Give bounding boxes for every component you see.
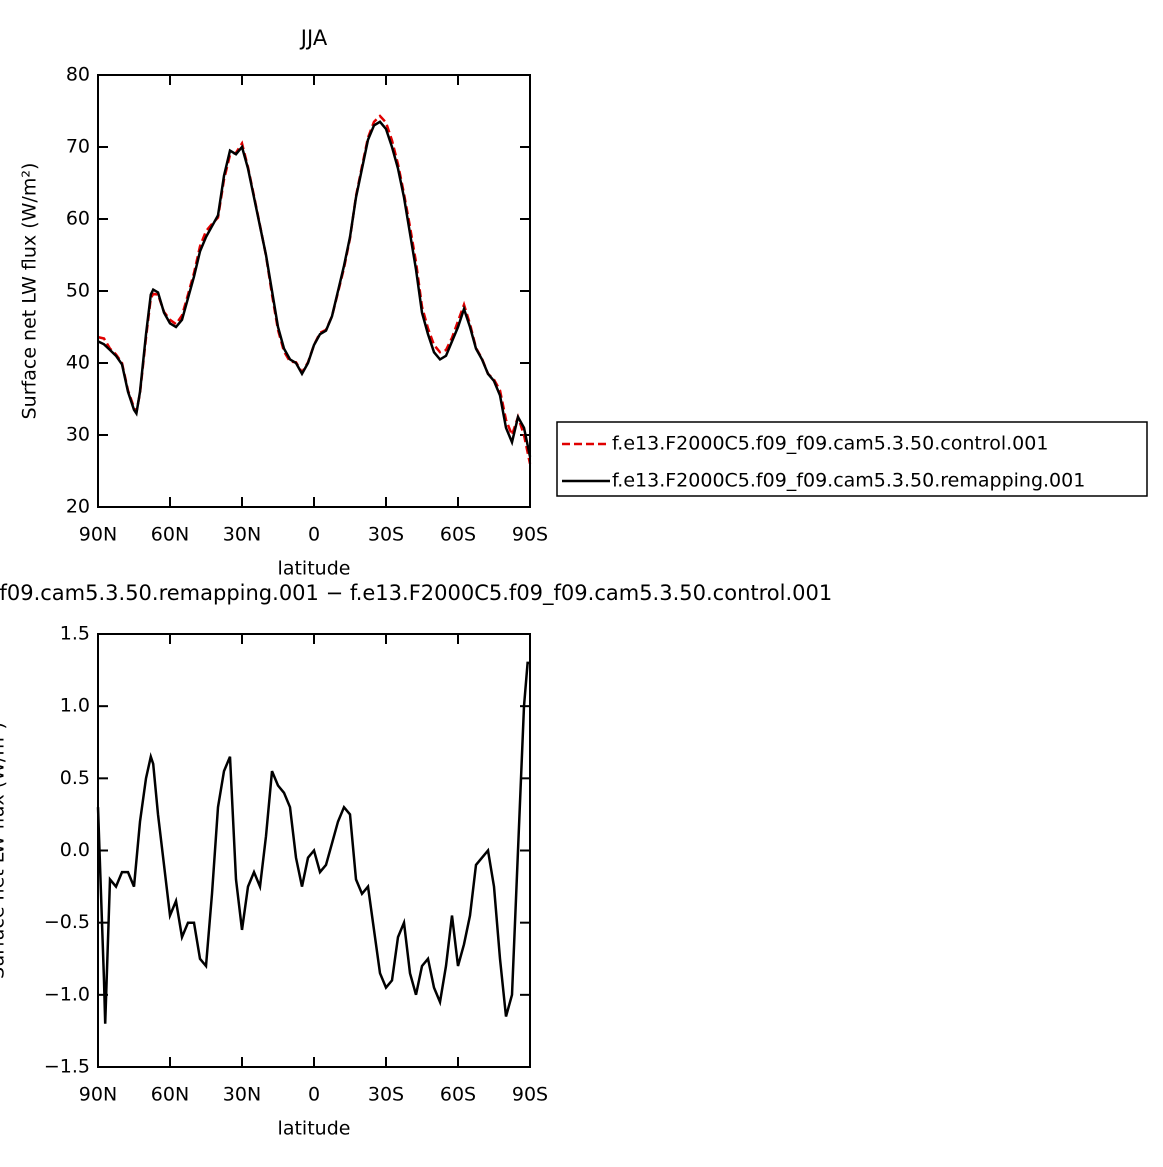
chart-title: f.e13.F2000C5.f09_f09.cam5.3.50.remappin…: [0, 581, 832, 606]
x-tick-label: 60N: [151, 1084, 189, 1106]
y-tick-label: 1.0: [60, 695, 90, 717]
y-tick-label: 50: [66, 280, 90, 302]
y-tick-label: −1.5: [44, 1056, 90, 1078]
x-tick-label: 60N: [151, 524, 189, 546]
x-tick-label: 60S: [440, 1084, 476, 1106]
x-tick-label: 30N: [223, 1084, 261, 1106]
y-tick-label: 70: [66, 136, 90, 158]
legend-box: [556, 421, 1148, 497]
x-tick-label: 60S: [440, 524, 476, 546]
data-line: [97, 114, 532, 465]
x-tick-label: 0: [308, 524, 320, 546]
y-axis-label: Surface net LW flux (W/m²): [19, 163, 41, 420]
y-tick-label: 20: [66, 496, 90, 518]
plot-frame: [97, 633, 531, 1068]
y-tick-label: 0.0: [60, 839, 90, 861]
y-tick-label: −0.5: [44, 911, 90, 933]
data-line: [97, 120, 532, 457]
plot-frame: [97, 74, 531, 508]
x-axis-label: latitude: [278, 1118, 351, 1140]
y-tick-label: 80: [66, 64, 90, 86]
legend-label: f.e13.F2000C5.f09_f09.cam5.3.50.remappin…: [612, 470, 1085, 492]
y-tick-label: −1.0: [44, 983, 90, 1005]
y-axis-label: Surface net LW flux (W/m²): [0, 722, 9, 979]
x-tick-label: 90S: [512, 524, 548, 546]
legend-label: f.e13.F2000C5.f09_f09.cam5.3.50.control.…: [612, 433, 1048, 455]
x-tick-label: 30S: [368, 524, 404, 546]
x-tick-label: 90S: [512, 1084, 548, 1106]
y-tick-label: 0.5: [60, 767, 90, 789]
x-tick-label: 30N: [223, 524, 261, 546]
x-tick-label: 30S: [368, 1084, 404, 1106]
x-axis-label: latitude: [278, 558, 351, 580]
x-tick-label: 90N: [79, 1084, 117, 1106]
y-tick-label: 30: [66, 424, 90, 446]
x-tick-label: 0: [308, 1084, 320, 1106]
data-line: [96, 661, 530, 1024]
x-tick-label: 90N: [79, 524, 117, 546]
y-tick-label: 1.5: [60, 623, 90, 645]
y-tick-label: 40: [66, 352, 90, 374]
chart-title: JJA: [299, 26, 328, 50]
y-tick-label: 60: [66, 208, 90, 230]
